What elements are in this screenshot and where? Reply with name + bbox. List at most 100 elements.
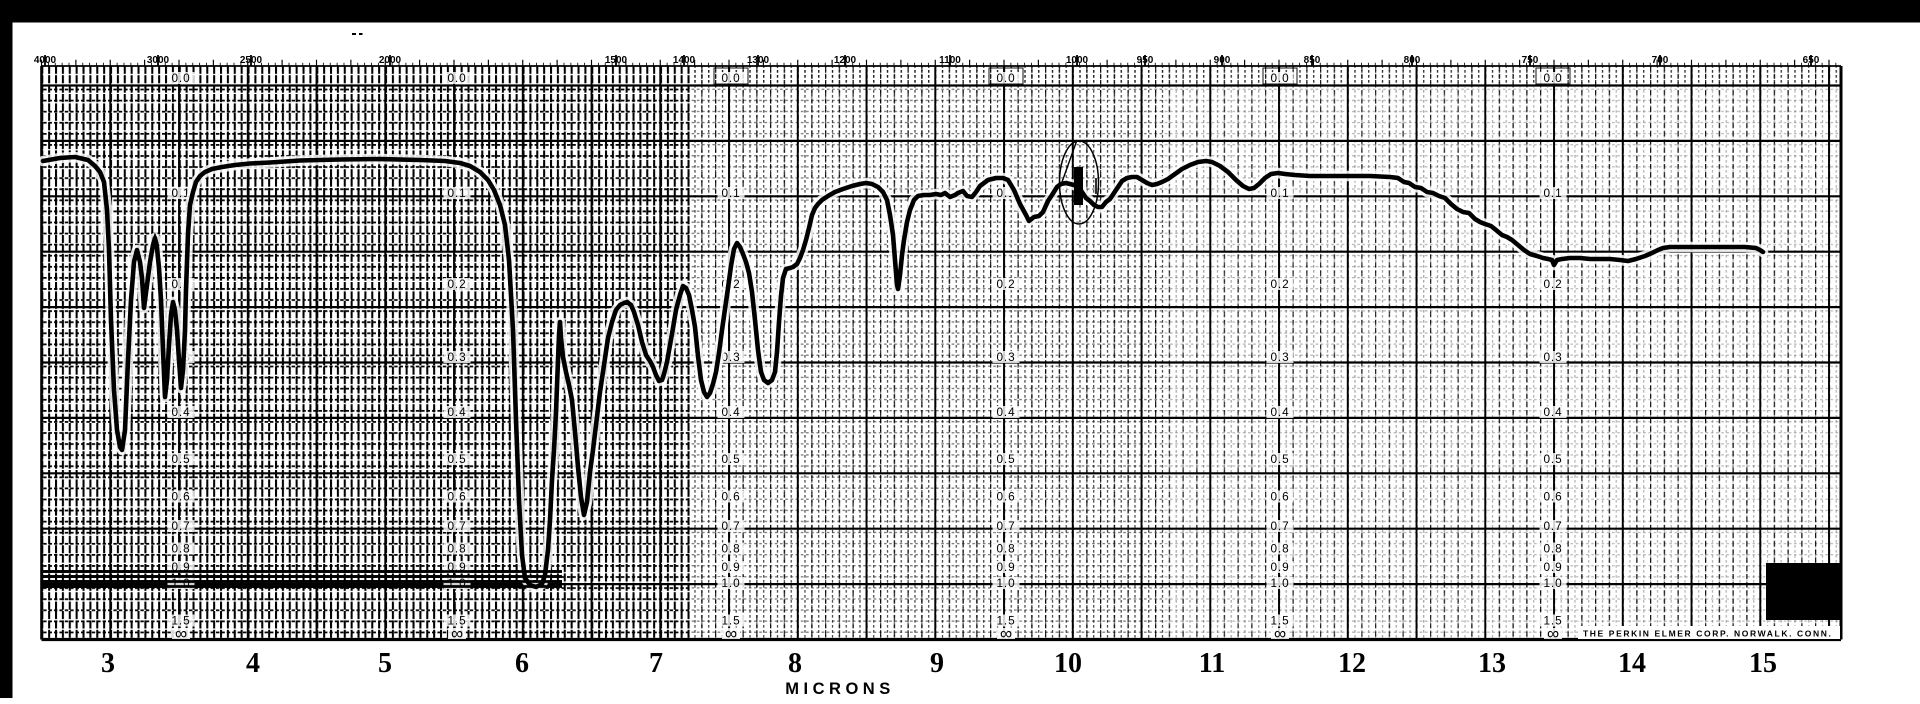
svg-text:0.2: 0.2 [1543, 277, 1562, 291]
svg-text:0.4: 0.4 [447, 405, 466, 419]
svg-text:1.0: 1.0 [721, 576, 740, 590]
svg-text:0.9: 0.9 [721, 560, 740, 574]
svg-text:0.5: 0.5 [171, 452, 190, 466]
svg-text:0.4: 0.4 [1270, 405, 1289, 419]
svg-text:13: 13 [1478, 648, 1506, 679]
svg-text:0.7: 0.7 [721, 519, 740, 533]
svg-text:0.4: 0.4 [996, 405, 1015, 419]
svg-text:∞: ∞ [175, 624, 187, 643]
svg-text:6: 6 [515, 648, 529, 679]
svg-text:0.7: 0.7 [1543, 519, 1562, 533]
svg-text:0.7: 0.7 [171, 519, 190, 533]
svg-text:∞: ∞ [1000, 624, 1012, 643]
svg-text:1.5: 1.5 [1270, 614, 1289, 628]
svg-text:1100: 1100 [939, 55, 961, 66]
svg-text:0.1: 0.1 [447, 186, 466, 200]
svg-text:0.7: 0.7 [996, 519, 1015, 533]
svg-text:0.8: 0.8 [171, 542, 190, 556]
svg-text:1.0: 1.0 [1543, 576, 1562, 590]
svg-text:0.6: 0.6 [1543, 490, 1562, 504]
svg-text:0.9: 0.9 [1270, 560, 1289, 574]
svg-text:∞: ∞ [725, 624, 737, 643]
svg-text:0.3: 0.3 [447, 350, 466, 364]
svg-text:0.8: 0.8 [1543, 542, 1562, 556]
svg-text:1.0: 1.0 [996, 576, 1015, 590]
svg-text:0.3: 0.3 [996, 350, 1015, 364]
svg-text:1500: 1500 [605, 55, 628, 66]
svg-text:0.7: 0.7 [447, 519, 466, 533]
svg-text:1.5: 1.5 [171, 614, 190, 628]
svg-text:1400: 1400 [673, 55, 696, 66]
svg-text:0.0: 0.0 [1543, 71, 1562, 85]
svg-text:1.5: 1.5 [721, 614, 740, 628]
svg-text:0.6: 0.6 [1270, 490, 1289, 504]
svg-text:1.0: 1.0 [1270, 576, 1289, 590]
svg-text:THE PERKIN ELMER CORP. NORWALK: THE PERKIN ELMER CORP. NORWALK. CONN. [1583, 629, 1831, 639]
svg-text:0.0: 0.0 [721, 71, 740, 85]
svg-text:0.4: 0.4 [721, 405, 740, 419]
svg-text:0.5: 0.5 [721, 452, 740, 466]
svg-text:3000: 3000 [147, 55, 170, 66]
svg-text:0.9: 0.9 [1543, 560, 1562, 574]
svg-text:1.0: 1.0 [171, 576, 190, 590]
svg-text:∞: ∞ [451, 624, 463, 643]
svg-text:1200: 1200 [834, 55, 857, 66]
svg-text:1000: 1000 [1066, 55, 1089, 66]
svg-text:11: 11 [1199, 648, 1225, 679]
svg-text:0.8: 0.8 [721, 542, 740, 556]
svg-text:4000: 4000 [34, 55, 57, 66]
svg-text:1300: 1300 [747, 55, 770, 66]
svg-text:0.0: 0.0 [171, 71, 190, 85]
svg-text:700: 700 [1652, 55, 1669, 66]
svg-text:0.2: 0.2 [447, 277, 466, 291]
svg-text:0.5: 0.5 [996, 452, 1015, 466]
svg-text:950: 950 [1137, 55, 1154, 66]
svg-text:0.1: 0.1 [1543, 186, 1562, 200]
svg-text:10: 10 [1054, 648, 1082, 679]
svg-text:7: 7 [649, 648, 663, 679]
svg-text:0.5: 0.5 [1270, 452, 1289, 466]
svg-text:0.8: 0.8 [447, 542, 466, 556]
svg-text:∞: ∞ [1274, 624, 1286, 643]
svg-text:9: 9 [930, 648, 944, 679]
svg-text:0.1: 0.1 [721, 186, 740, 200]
svg-text:2500: 2500 [240, 55, 263, 66]
svg-text:4: 4 [246, 648, 260, 679]
svg-text:0.0: 0.0 [996, 71, 1015, 85]
svg-text:12: 12 [1338, 648, 1366, 679]
svg-text:850: 850 [1304, 55, 1321, 66]
svg-text:0.7: 0.7 [1270, 519, 1289, 533]
svg-text:900: 900 [1214, 55, 1231, 66]
svg-text:0.3: 0.3 [721, 350, 740, 364]
svg-text:∞: ∞ [1547, 624, 1559, 643]
svg-text:0.1: 0.1 [171, 186, 190, 200]
svg-text:0.6: 0.6 [447, 490, 466, 504]
svg-text:0.6: 0.6 [721, 490, 740, 504]
svg-text:0.5: 0.5 [1543, 452, 1562, 466]
svg-text:0.9: 0.9 [996, 560, 1015, 574]
svg-text:0.4: 0.4 [171, 405, 190, 419]
svg-text:0.3: 0.3 [1543, 350, 1562, 364]
svg-text:5: 5 [378, 648, 392, 679]
svg-text:MICRONS: MICRONS [785, 680, 894, 698]
svg-text:1.5: 1.5 [1543, 614, 1562, 628]
svg-text:0.3: 0.3 [1270, 350, 1289, 364]
svg-text:650: 650 [1803, 55, 1820, 66]
svg-text:0.2: 0.2 [996, 277, 1015, 291]
svg-text:0.0: 0.0 [1270, 71, 1289, 85]
svg-text:0.0: 0.0 [447, 71, 466, 85]
svg-text:15: 15 [1749, 648, 1777, 679]
svg-text:1.5: 1.5 [996, 614, 1015, 628]
svg-text:3: 3 [101, 648, 115, 679]
svg-text:750: 750 [1522, 55, 1539, 66]
svg-text:0.6: 0.6 [171, 490, 190, 504]
svg-text:0.1: 0.1 [1270, 186, 1289, 200]
svg-text:2000: 2000 [379, 55, 402, 66]
svg-text:14: 14 [1618, 648, 1646, 679]
svg-text:0.8: 0.8 [1270, 542, 1289, 556]
svg-text:0.8: 0.8 [996, 542, 1015, 556]
svg-text:0.4: 0.4 [1543, 405, 1562, 419]
svg-text:0.6: 0.6 [996, 490, 1015, 504]
svg-text:0.2: 0.2 [1270, 277, 1289, 291]
svg-text:1.5: 1.5 [447, 614, 466, 628]
